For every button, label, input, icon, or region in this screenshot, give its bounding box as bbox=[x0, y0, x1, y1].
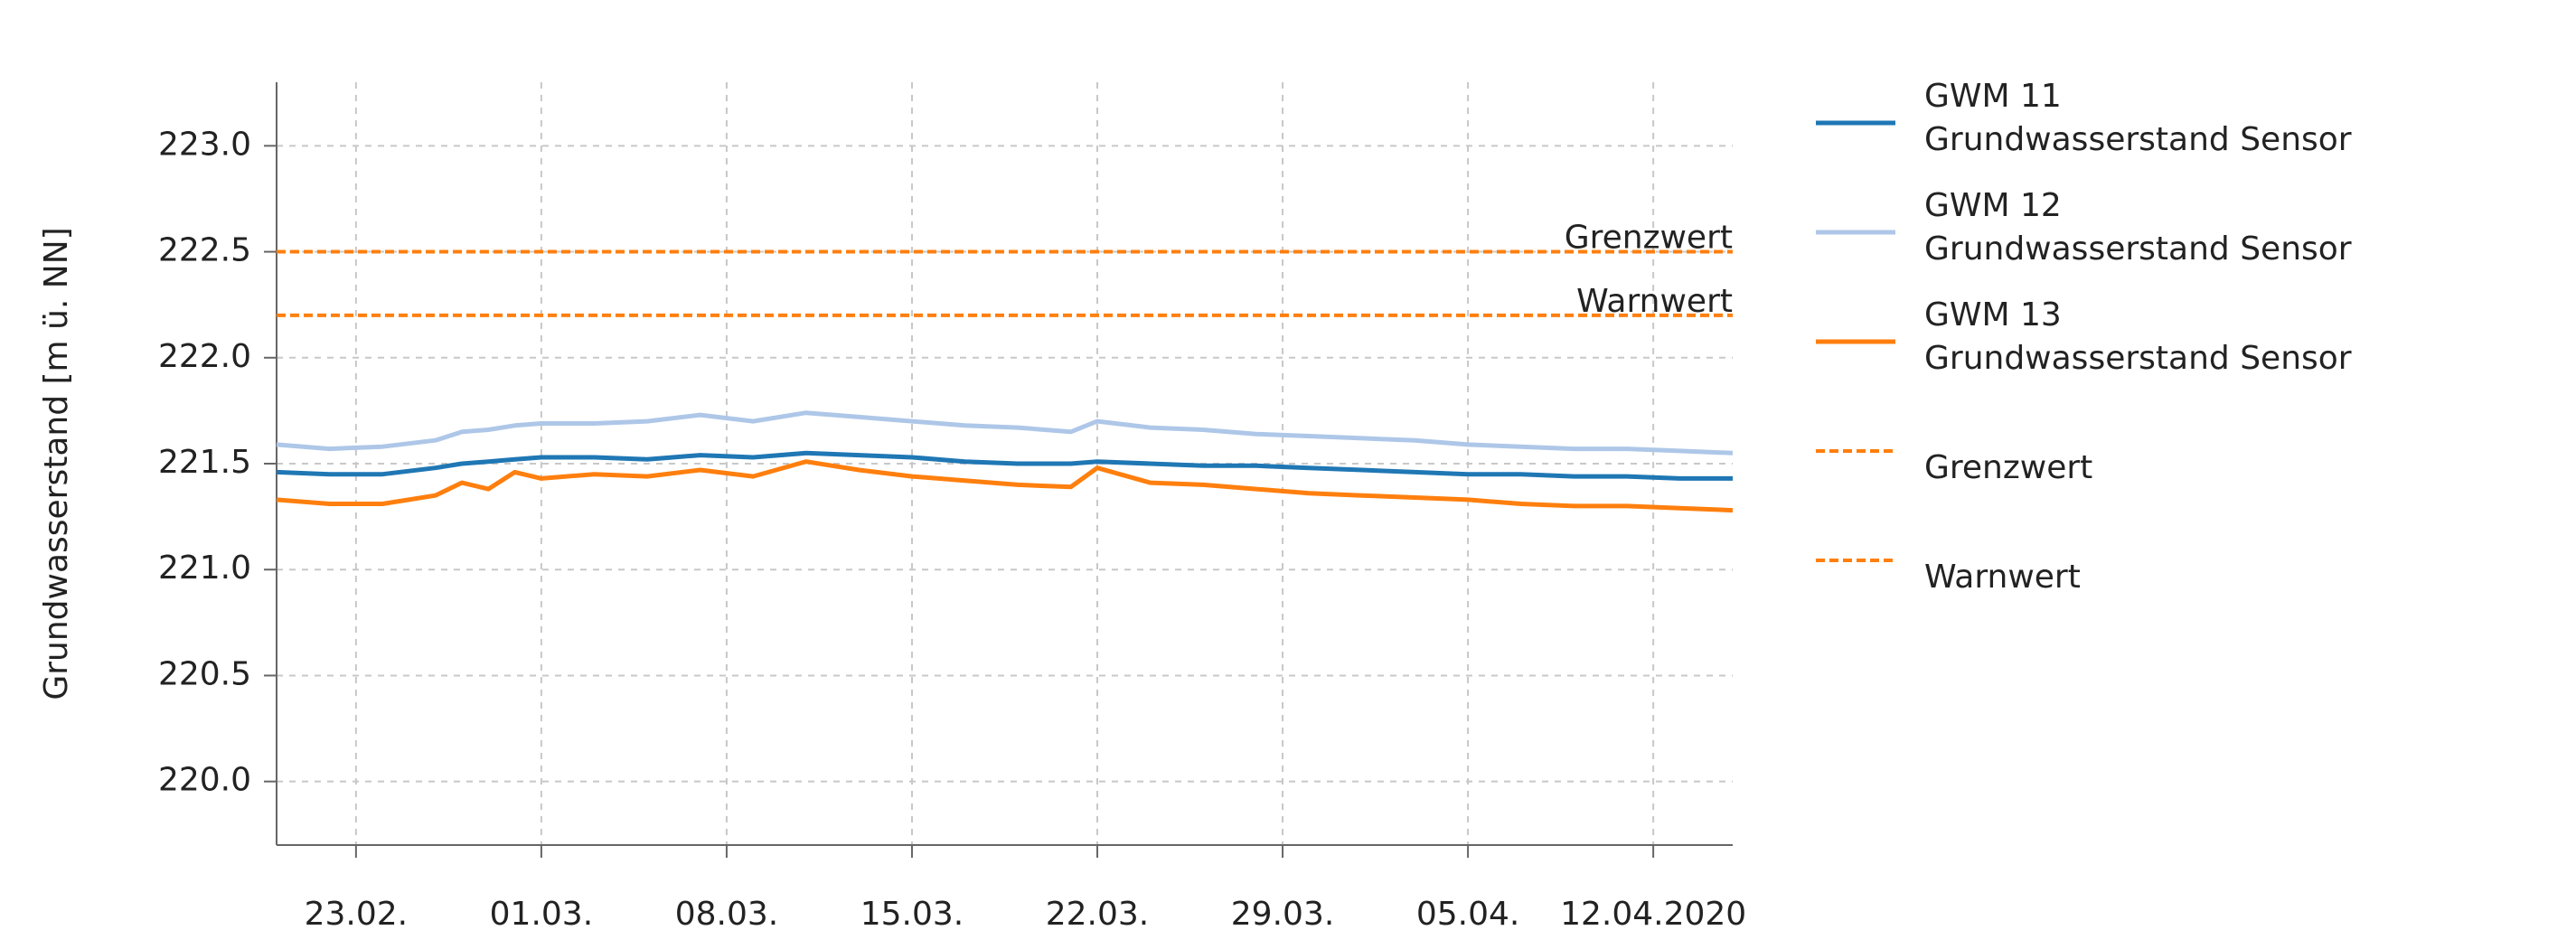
y-tick-label: 221.0 bbox=[158, 550, 251, 587]
y-tick-label: 221.5 bbox=[158, 444, 251, 481]
threshold-label: Grenzwert bbox=[1565, 220, 1733, 257]
legend-label: GWM 13 Grundwasserstand Sensor bbox=[1924, 296, 2352, 377]
x-tick-label: 22.03. bbox=[1046, 896, 1150, 933]
threshold-label: Warnwert bbox=[1576, 283, 1733, 320]
y-tick-label: 220.0 bbox=[158, 762, 251, 799]
x-tick-label: 05.04. bbox=[1416, 896, 1520, 933]
x-tick-label: 12.04.2020 bbox=[1560, 896, 1746, 933]
legend-label: GWM 12 Grundwasserstand Sensor bbox=[1924, 187, 2352, 268]
x-tick-label: 08.03. bbox=[675, 896, 779, 933]
series-line bbox=[276, 410, 1734, 456]
legend-label: Warnwert bbox=[1924, 559, 2081, 596]
x-tick-label: 23.02. bbox=[305, 896, 409, 933]
y-tick-label: 220.5 bbox=[158, 655, 251, 692]
y-tick-label: 222.0 bbox=[158, 338, 251, 375]
legend-label: Grenzwert bbox=[1924, 449, 2093, 486]
x-tick-label: 15.03. bbox=[860, 896, 964, 933]
x-tick-label: 01.03. bbox=[490, 896, 594, 933]
legend-label: GWM 11 Grundwasserstand Sensor bbox=[1924, 78, 2352, 158]
y-tick-label: 222.5 bbox=[158, 232, 251, 269]
series-line bbox=[276, 450, 1733, 481]
x-tick-label: 29.03. bbox=[1231, 896, 1335, 933]
y-axis-label: Grundwasserstand [m ü. NN] bbox=[38, 227, 75, 700]
series-line bbox=[276, 459, 1734, 513]
y-tick-label: 223.0 bbox=[158, 126, 251, 163]
